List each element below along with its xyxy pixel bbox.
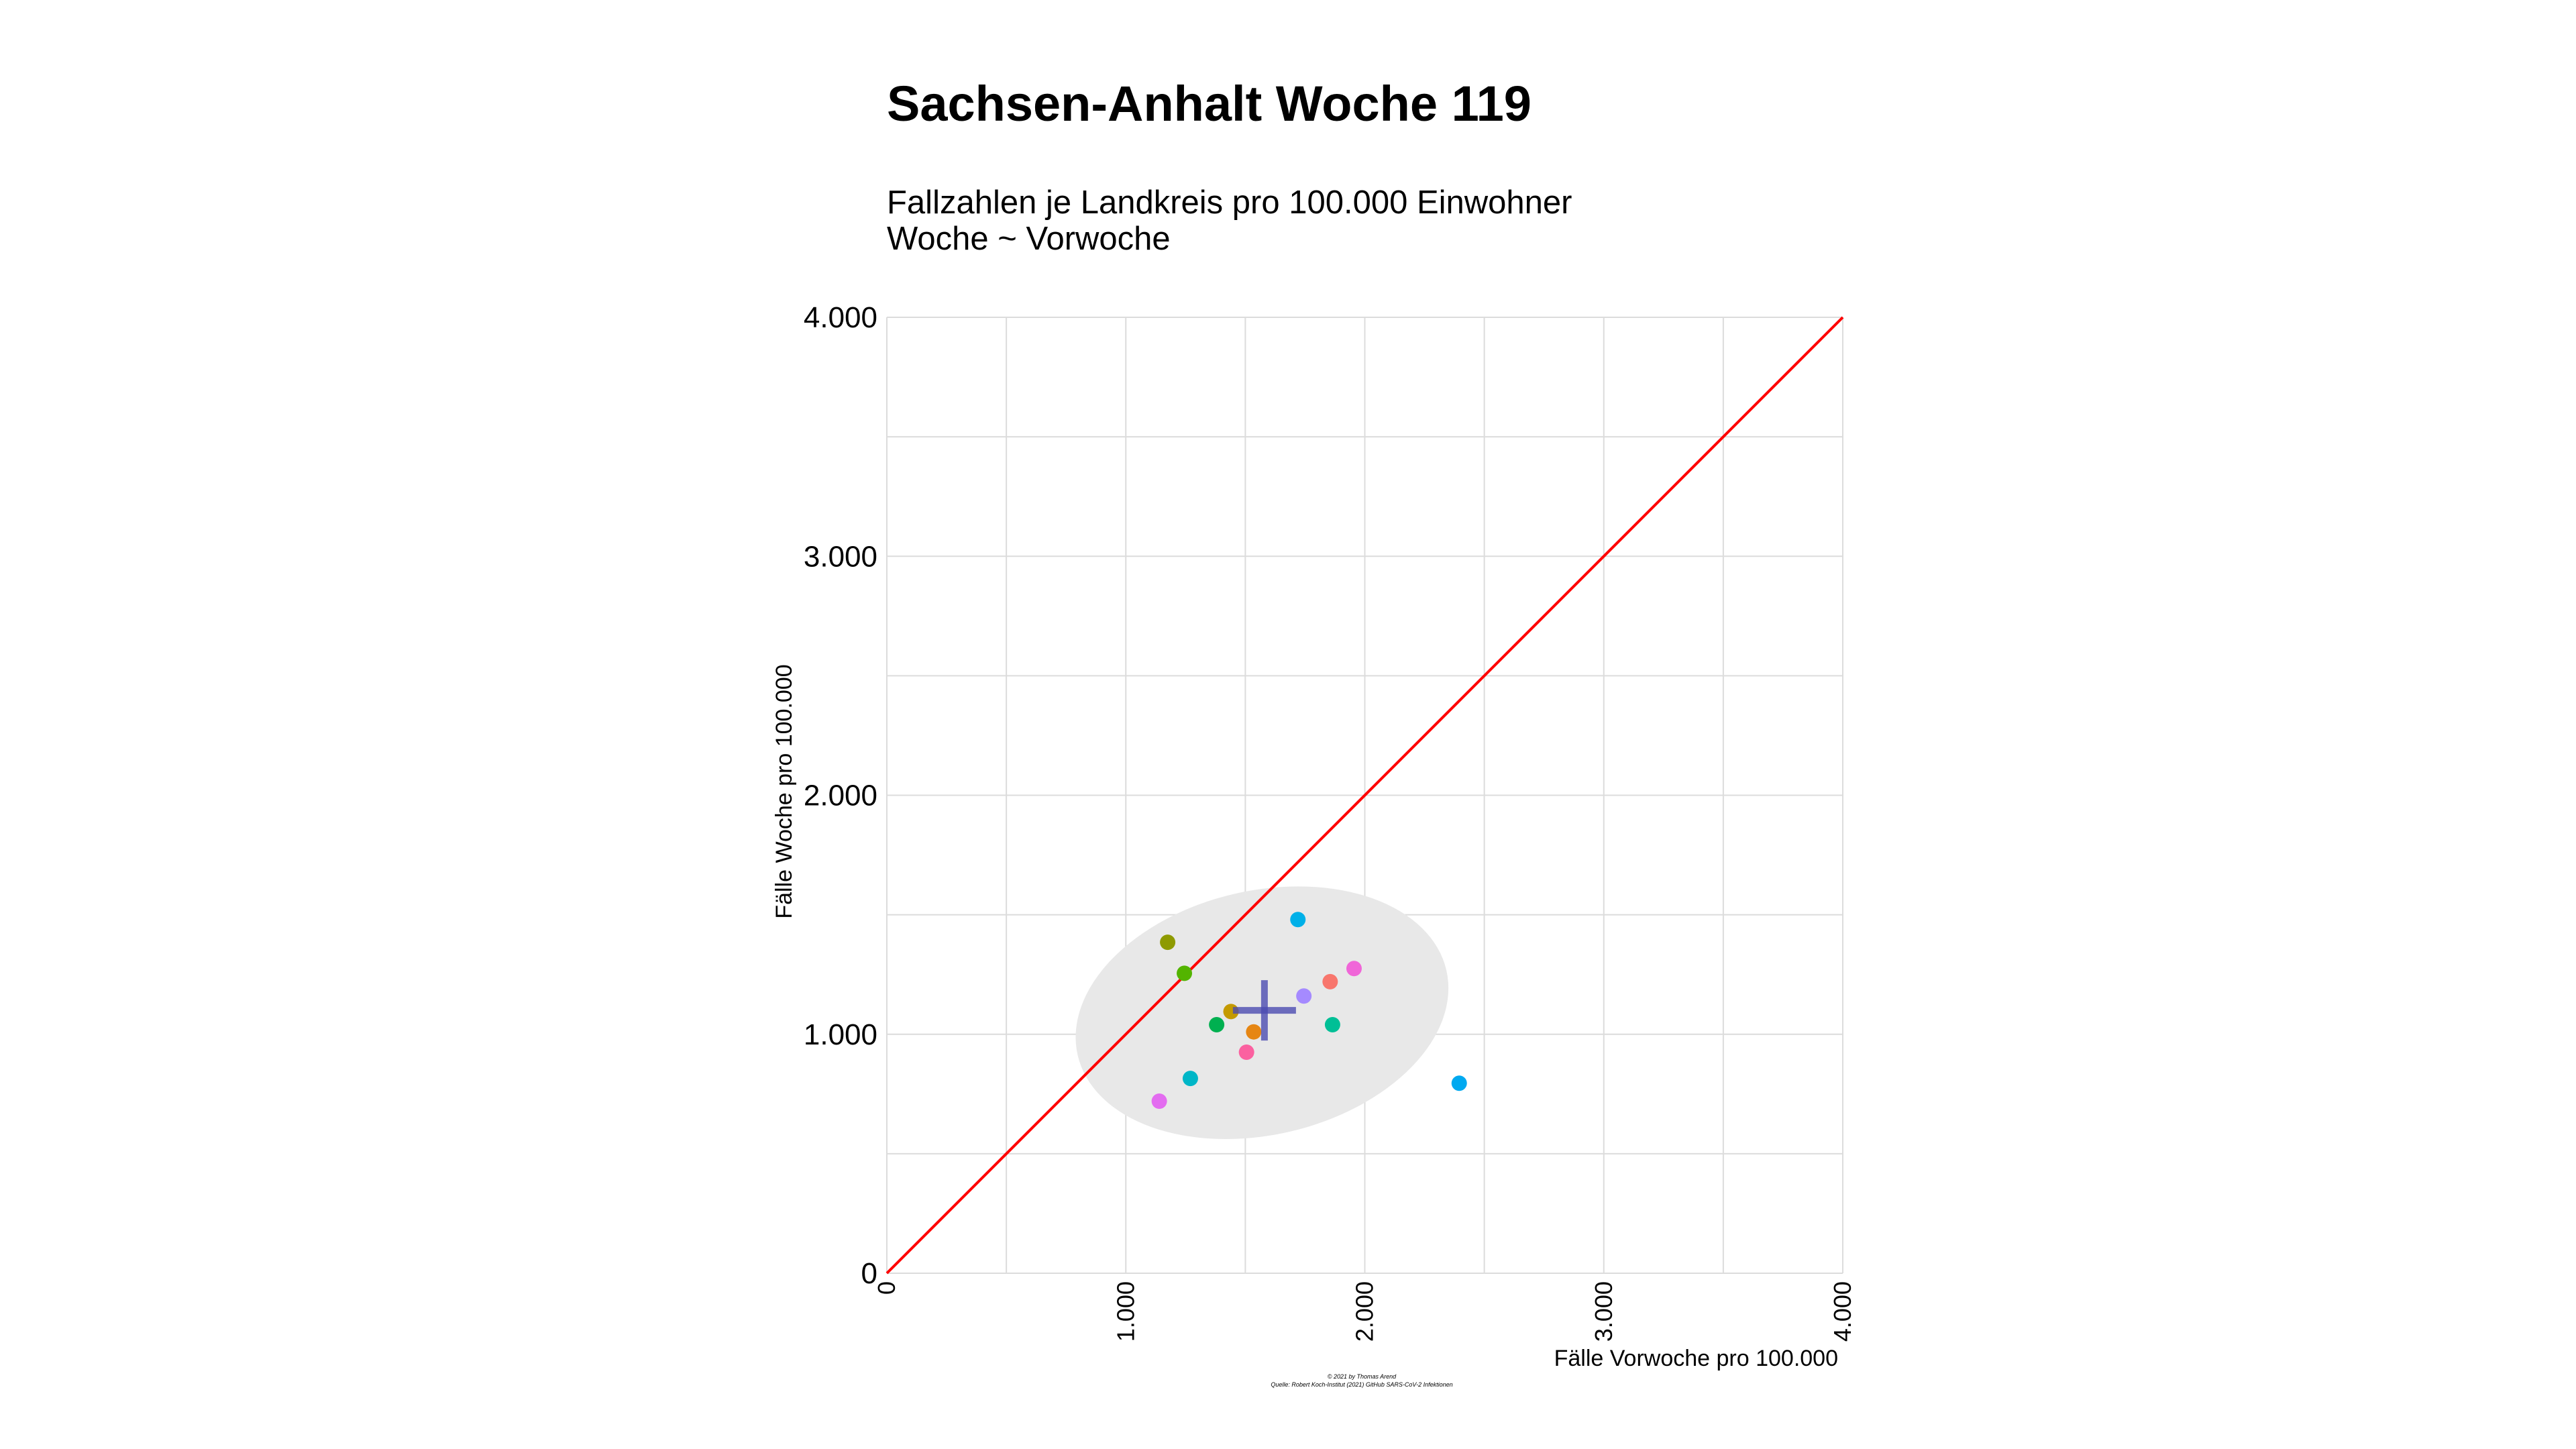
- data-point: [1451, 1075, 1467, 1091]
- data-point: [1290, 912, 1306, 928]
- x-tick-label: 3.000: [1590, 1281, 1617, 1342]
- data-point: [1324, 1017, 1340, 1032]
- data-point: [1177, 965, 1193, 981]
- y-tick-label: 1.000: [804, 1018, 877, 1051]
- x-tick-label: 0: [873, 1281, 900, 1295]
- data-point: [1151, 1093, 1167, 1109]
- caption-line-2: Quelle: Robert Koch-Institut (2021) GitH…: [1271, 1381, 1452, 1388]
- chart-subtitle-line-2: Woche ~ Vorwoche: [887, 221, 1171, 257]
- text-layer: Sachsen-Anhalt Woche 119 Fallzahlen je L…: [771, 76, 1838, 1388]
- mean-layer: [1232, 980, 1296, 1041]
- chart-subtitle-line-1: Fallzahlen je Landkreis pro 100.000 Einw…: [887, 184, 1572, 221]
- data-point: [1246, 1024, 1262, 1040]
- caption-line-1: © 2021 by Thomas Arend: [1328, 1373, 1397, 1380]
- x-axis-title: Fälle Vorwoche pro 100.000: [1554, 1346, 1838, 1371]
- y-axis-title: Fälle Woche pro 100.000: [771, 664, 797, 918]
- x-tick-label: 2.000: [1351, 1281, 1379, 1342]
- data-point: [1322, 973, 1338, 989]
- points-layer: [1151, 912, 1467, 1109]
- y-tick-label: 3.000: [804, 540, 877, 573]
- x-tick-label: 1.000: [1112, 1281, 1139, 1342]
- data-point: [1160, 934, 1176, 951]
- data-point: [1346, 961, 1362, 977]
- x-tick-label: 4.000: [1829, 1281, 1856, 1342]
- y-tick-label: 2.000: [804, 780, 877, 812]
- data-point: [1209, 1017, 1225, 1032]
- identity-line: [885, 316, 1844, 1275]
- data-point: [1296, 988, 1312, 1004]
- y-tick-label: 0: [861, 1257, 877, 1290]
- y-tick-label: 4.000: [804, 301, 877, 334]
- tick-label-layer: 0 1.000 2.000 3.000 4.000 0 1.000 2.000 3.000 4.0…: [804, 301, 1856, 1342]
- data-point: [1182, 1071, 1198, 1087]
- data-point: [1238, 1044, 1254, 1060]
- chart-title: Sachsen-Anhalt Woche 119: [887, 76, 1532, 131]
- reference-line-layer: [885, 316, 1844, 1275]
